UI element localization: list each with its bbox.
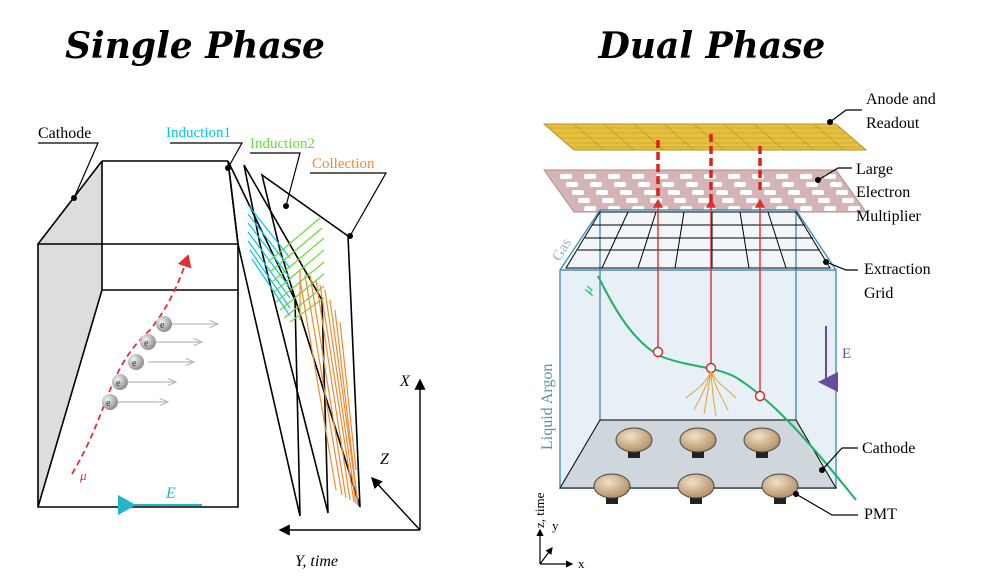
muon-track (71, 254, 192, 475)
pmt-3 (743, 427, 781, 458)
tpc-box (37, 160, 239, 508)
electron-label-4: e (116, 378, 121, 389)
scintillation-light (685, 371, 737, 417)
pmt-dot (793, 491, 799, 497)
axis-z-label: Z (380, 451, 390, 468)
grid-label-1: Extraction (864, 261, 931, 278)
pmt-array (593, 427, 799, 504)
wire-planes (227, 160, 361, 517)
drift-arrows (118, 324, 218, 402)
right-axes (536, 528, 574, 568)
gas-volume (560, 210, 836, 270)
cathode-dot-right (819, 467, 825, 473)
electron-label-2: e (144, 338, 149, 349)
collection-label: Collection (312, 156, 375, 172)
induction2-dot (283, 203, 289, 209)
anode-plate (542, 123, 868, 151)
pmt-1 (615, 427, 653, 458)
axis-x-label-right: x (578, 556, 585, 571)
electron-3 (128, 354, 144, 370)
pmt-6 (761, 473, 799, 504)
dual-phase-title: Dual Phase (598, 25, 826, 67)
amplified-signals (656, 134, 762, 206)
single-phase-title: Single Phase (65, 25, 325, 67)
cathode-label-right: Cathode (862, 440, 915, 457)
pmt-label: PMT (864, 506, 897, 523)
lem-label-1: Large (856, 161, 893, 178)
electron-label-5: e (106, 398, 111, 409)
axis-x-label: X (399, 373, 411, 390)
induction1-dot (225, 165, 231, 171)
pmt-4 (593, 473, 631, 504)
efield-label-right: E (842, 346, 851, 362)
lem-plate (543, 169, 867, 213)
single-phase-panel: Single Phase (37, 25, 426, 570)
collection-dot (347, 233, 353, 239)
lem-label-3: Multiplier (856, 208, 922, 225)
lem-dot (815, 177, 821, 183)
electron-label-1: e (160, 320, 165, 331)
induction1-wires (247, 204, 291, 317)
electrons (102, 316, 172, 410)
electron-5 (102, 394, 118, 410)
axis-y-label: Y, time (295, 553, 338, 570)
left-axes (278, 378, 426, 536)
induction2-label: Induction2 (250, 136, 315, 152)
dual-phase-panel: Dual Phase (532, 25, 936, 571)
electron-4 (112, 374, 128, 390)
efield-label-left: E (165, 485, 176, 502)
cathode-label: Cathode (38, 125, 91, 142)
pmt-5 (677, 473, 715, 504)
electron-drift-lines (652, 198, 766, 394)
axis-z-label-right: z, time (532, 492, 547, 528)
muon-label-left: μ (79, 468, 87, 483)
anode-dot (827, 119, 833, 125)
axis-y-label-right: y (552, 518, 559, 533)
grid-dot (823, 259, 829, 265)
lem-label-2: Electron (856, 184, 910, 201)
collection-wires (299, 270, 359, 507)
left-leader-lines (38, 142, 388, 237)
anode-label-1: Anode and (866, 91, 936, 108)
cathode-dot (71, 195, 77, 201)
electron-1 (156, 316, 172, 332)
right-leader-lines (795, 109, 862, 516)
anode-label-2: Readout (866, 115, 920, 132)
grid-label-2: Grid (864, 285, 893, 302)
liquid-argon-label: Liquid Argon (539, 364, 556, 450)
induction1-label: Induction1 (166, 125, 231, 141)
pmt-2 (679, 427, 717, 458)
electron-label-3: e (132, 358, 137, 369)
electron-2 (140, 334, 156, 350)
cathode-plane (38, 161, 102, 507)
extraction-grid (565, 211, 831, 269)
anode-grid (549, 123, 862, 151)
